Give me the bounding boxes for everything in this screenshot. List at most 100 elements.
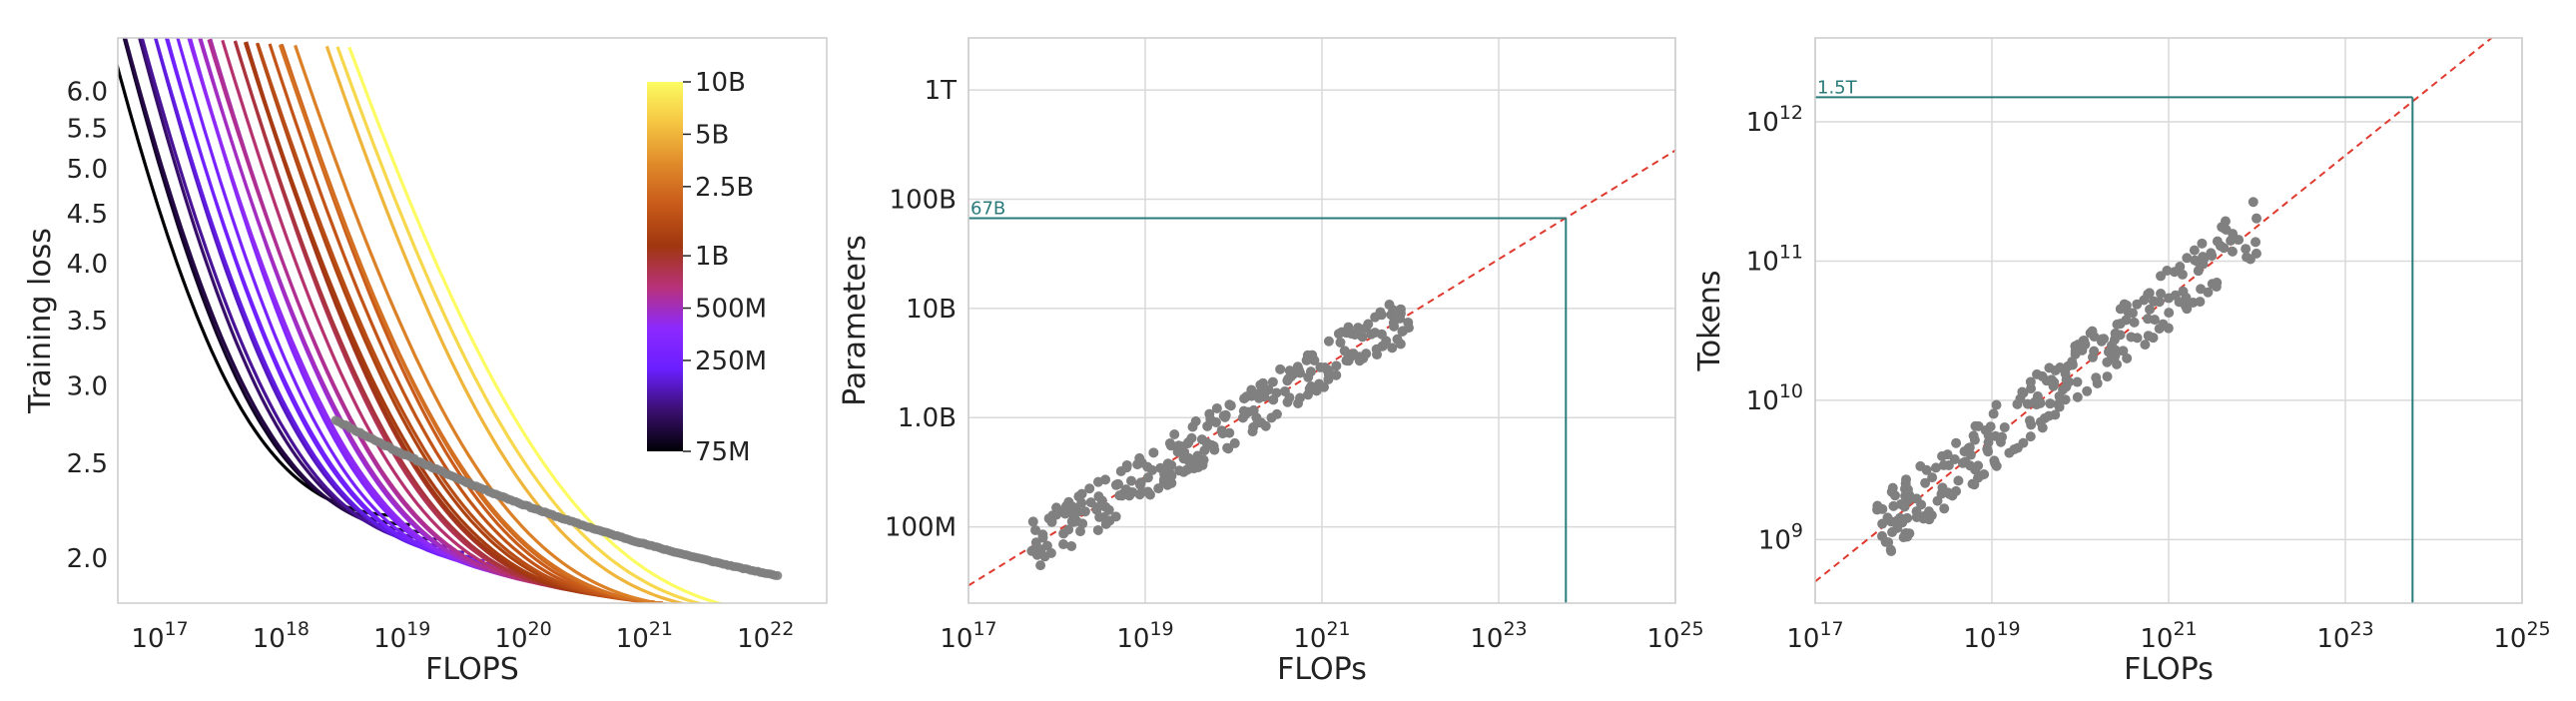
data-point (1210, 416, 1221, 427)
data-point (2115, 319, 2126, 330)
data-point (1077, 518, 1088, 529)
data-point (1988, 408, 1999, 419)
y-tick-labels: 2.0 2.5 3.0 3.5 4.0 4.5 5.0 5.5 6.0 (67, 77, 108, 574)
data-point (1968, 430, 1979, 441)
data-point (1892, 522, 1903, 533)
data-point (1058, 539, 1069, 550)
data-point (1268, 394, 1279, 405)
data-point (1951, 437, 1962, 448)
x-tick-label: 1023 (2316, 618, 2373, 654)
data-point (2197, 238, 2208, 249)
y-axis-label: Parameters (838, 235, 873, 406)
data-point (1279, 385, 1290, 396)
data-point (1991, 399, 2002, 410)
data-point (1973, 420, 1984, 431)
data-point (1225, 400, 1236, 411)
data-point (2144, 288, 2155, 299)
data-point (1223, 443, 1234, 454)
y-tick-label: 10B (906, 295, 957, 325)
y-tick-label: 2.0 (67, 544, 108, 574)
data-point (1079, 506, 1090, 517)
data-point (2118, 346, 2129, 356)
x-tick-label: 1021 (1293, 618, 1350, 654)
data-point (1211, 402, 1222, 413)
data-point (2061, 381, 2072, 392)
data-point (2063, 360, 2074, 371)
y-tick-label: 1.0B (898, 403, 957, 433)
data-point (1403, 317, 1414, 328)
data-point (1304, 383, 1315, 394)
data-point (1275, 363, 1286, 374)
data-point (1911, 493, 1922, 504)
data-point (2009, 444, 2020, 455)
loss-curves (118, 38, 725, 603)
data-point (1037, 529, 1048, 540)
x-tick-label: 1018 (253, 618, 310, 654)
data-point (2182, 304, 2193, 315)
loss-curve (279, 43, 663, 603)
y-tick-labels: 100M 1.0B 10B 100B 1T (885, 76, 957, 542)
data-point (1983, 437, 1994, 448)
data-point (1872, 500, 1883, 511)
plot-frame (117, 37, 828, 604)
data-point (1246, 384, 1257, 395)
data-point (1949, 453, 1960, 464)
data-point (1938, 459, 1949, 470)
data-point (2026, 419, 2037, 430)
data-point (1927, 472, 1938, 483)
y-tick-label: 100M (885, 513, 957, 543)
panel-loss-curves: 1017 1018 1019 1020 1021 1022 2.0 2.5 3.0 3.5 4.0… (23, 37, 828, 687)
colorbar-tick-labels: 10B 5B 2.5B 1B 500M 250M 75M (683, 68, 767, 467)
x-tick-label: 1025 (2493, 618, 2550, 654)
y-tick-label: 3.0 (67, 371, 108, 401)
data-point (1341, 355, 1352, 366)
colorbar-gradient (647, 82, 683, 451)
data-point (1187, 421, 1198, 432)
colorbar-tick-label: 10B (695, 68, 746, 98)
x-tick-labels: 1017 1018 1019 1020 1021 1022 (131, 618, 794, 654)
colorbar: 10B 5B 2.5B 1B 500M 250M 75M (647, 68, 767, 467)
data-point (2015, 393, 2026, 404)
prediction-annotation: 67B (968, 199, 1568, 603)
x-tick-label: 1019 (1963, 618, 2020, 654)
data-point (2122, 352, 2133, 363)
data-point (1295, 367, 1306, 378)
data-point (1947, 490, 1958, 501)
data-point (1384, 300, 1395, 311)
data-point (1989, 455, 2000, 466)
data-point (2248, 197, 2258, 208)
data-point (2149, 315, 2160, 326)
colorbar-tick-label: 250M (695, 347, 767, 376)
data-point (1920, 477, 1931, 488)
data-point (1256, 417, 1267, 428)
data-point (2174, 297, 2185, 308)
y-tick-label: 4.5 (67, 200, 108, 230)
x-tick-label: 1017 (1786, 618, 1843, 654)
data-point (1217, 428, 1228, 439)
data-point (2221, 224, 2232, 235)
data-point (1923, 506, 1934, 517)
optimal-parameter-points (1026, 300, 1414, 571)
data-point (1204, 408, 1215, 419)
data-point (1915, 460, 1926, 471)
data-point (1392, 334, 1403, 345)
data-point (1363, 319, 1374, 330)
data-point (2050, 409, 2061, 420)
data-point (2050, 364, 2061, 375)
x-tick-label: 1023 (1470, 618, 1527, 654)
y-tick-label: 2.5 (67, 449, 108, 479)
data-point (1039, 551, 1050, 562)
data-point (2129, 317, 2140, 328)
data-point (1091, 502, 1102, 513)
data-point (2182, 253, 2193, 264)
data-point (1052, 505, 1063, 516)
optimal-token-points (1872, 197, 2262, 557)
data-point (2089, 346, 2100, 356)
plot-frame (967, 37, 1676, 604)
colorbar-tick-label: 5B (695, 120, 729, 150)
data-point (1353, 323, 1364, 334)
data-point (2091, 372, 2102, 383)
loss-curve (256, 43, 645, 602)
data-point (1031, 549, 1042, 560)
x-tick-label: 1019 (373, 618, 430, 654)
